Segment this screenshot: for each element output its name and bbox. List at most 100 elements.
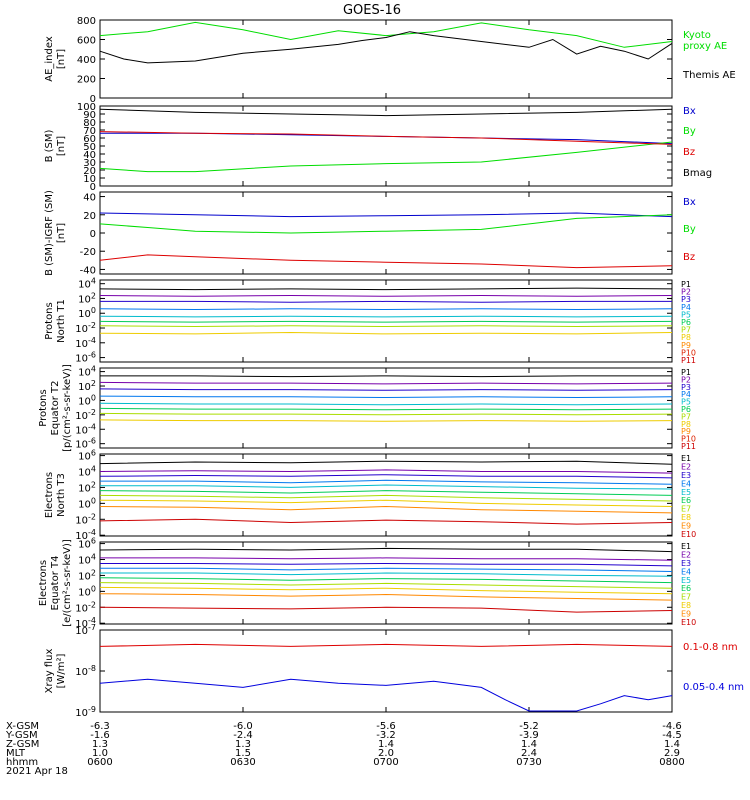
channel-label: P10 <box>681 435 696 444</box>
series-line-e9 <box>99 593 673 601</box>
channel-label: P3 <box>681 383 691 392</box>
legend-entry: By <box>683 126 696 137</box>
channel-label: P2 <box>681 375 691 384</box>
x-row-label: hhmm <box>6 757 38 768</box>
y-tick-label: 30 <box>83 158 96 169</box>
series-line-p5 <box>99 315 673 318</box>
y-axis-label: B (SM)[nT] <box>44 129 67 162</box>
series-line-e3 <box>99 474 673 479</box>
series-line-e1 <box>99 547 673 553</box>
series-line-bmag <box>99 108 673 117</box>
x-tick-value: -5.2 <box>519 721 539 732</box>
y-tick-label: 0 <box>90 94 96 105</box>
legend-entry: 0.1-0.8 nm <box>683 642 738 653</box>
x-row-label: Z-GSM <box>6 739 39 750</box>
series-line-e7 <box>99 494 673 502</box>
series-line-p3 <box>100 300 672 303</box>
channel-label: P11 <box>681 356 696 365</box>
series-line-e10 <box>99 606 673 613</box>
series-line-by <box>99 214 673 234</box>
y-tick-label: 600 <box>77 36 96 47</box>
series-line-0.05-0.4-nm <box>99 678 673 712</box>
panel-xray: 10-7 10-8 10-9 Xray flux[W/m²] 0.1-0.8 nm 0.0… <box>44 623 744 719</box>
y-tick-label: 10-4 <box>75 336 96 350</box>
series-line-e4 <box>100 479 673 485</box>
channel-label: E9 <box>681 522 691 531</box>
y-tick-label: 102 <box>78 480 96 494</box>
series-line-p7 <box>99 412 673 416</box>
series-line-e10 <box>99 518 673 525</box>
channel-label: E6 <box>681 496 691 505</box>
channel-label: P9 <box>681 427 691 436</box>
channel-label: P10 <box>681 348 696 357</box>
series-line-e7 <box>99 582 673 589</box>
series-line-e1 <box>99 460 673 465</box>
x-tick-value: -4.6 <box>662 721 682 732</box>
channel-label: E8 <box>681 513 691 522</box>
x-tick-value: -6.3 <box>90 721 110 732</box>
x-tick-value: 0600 <box>87 757 112 768</box>
y-tick-label: 104 <box>78 277 96 291</box>
channel-label: P5 <box>681 398 691 407</box>
y-tick-label: 60 <box>83 134 96 145</box>
channel-label: P7 <box>681 326 691 335</box>
y-axis-label: ProtonsEquator T2[p/(cm²-s-sr-keV)] <box>38 364 73 452</box>
series-line-p5 <box>99 402 673 406</box>
channel-label: P9 <box>681 341 691 350</box>
x-tick-value: 2.0 <box>378 748 394 759</box>
channel-label: P1 <box>681 368 691 377</box>
y-tick-label: 10-2 <box>75 600 96 614</box>
legend-entry: Bz <box>683 252 695 263</box>
channel-label: E8 <box>681 601 691 610</box>
legend-entry: Bz <box>683 147 695 158</box>
legend-entry: Kyoto proxy AE <box>683 30 727 52</box>
y-tick-label: 50 <box>83 142 96 153</box>
y-tick-label: 100 <box>78 306 96 320</box>
y-tick-label: 104 <box>78 553 96 567</box>
series-line-e4 <box>100 567 673 572</box>
series-line-bx <box>99 212 673 218</box>
y-tick-label: 200 <box>77 75 96 86</box>
channel-label: P8 <box>681 333 691 342</box>
series-line-p6 <box>99 320 673 323</box>
channel-label: E4 <box>681 567 691 576</box>
y-tick-label: 10-4 <box>75 422 96 436</box>
series-line-p4 <box>99 308 673 311</box>
series-line-p6 <box>99 407 673 411</box>
x-tick-value: 2.4 <box>521 748 537 759</box>
y-tick-label: 400 <box>77 55 96 66</box>
plot-title: GOES-16 <box>343 3 401 18</box>
y-tick-label: 10-7 <box>75 623 96 637</box>
x-tick-value: 1.5 <box>235 748 251 759</box>
channel-label: P3 <box>681 295 691 304</box>
y-tick-label: 0 <box>90 229 96 240</box>
y-tick-label: 100 <box>78 393 96 407</box>
channel-label: P6 <box>681 318 691 327</box>
y-tick-label: 104 <box>78 365 96 379</box>
channel-label: P6 <box>681 405 691 414</box>
y-tick-label: 800 <box>77 16 96 27</box>
channel-label: E5 <box>681 488 691 497</box>
x-tick-value: 1.4 <box>664 739 680 750</box>
x-tick-value: 1.4 <box>378 739 394 750</box>
y-tick-label: 0 <box>90 182 96 193</box>
y-tick-label: 10-2 <box>75 321 96 335</box>
y-tick-label: -20 <box>80 247 96 258</box>
y-tick-label: 102 <box>78 379 96 393</box>
date-label: 2021 Apr 18 <box>6 766 68 777</box>
channel-label: P4 <box>681 390 691 399</box>
channel-label: P5 <box>681 310 691 319</box>
series-line-bx <box>100 132 673 145</box>
panel-frame <box>99 629 673 713</box>
channel-label: E9 <box>681 610 691 619</box>
x-tick-value: 0700 <box>373 757 398 768</box>
x-tick-value: 0800 <box>659 757 684 768</box>
y-tick-label: 10-6 <box>75 351 96 365</box>
y-axis-label: B (SM)-IGRF (SM)[nT] <box>44 190 67 276</box>
channel-label: E1 <box>681 454 691 463</box>
y-tick-label: 102 <box>78 568 96 582</box>
y-tick-label: 100 <box>77 102 96 113</box>
channel-label: P4 <box>681 303 691 312</box>
